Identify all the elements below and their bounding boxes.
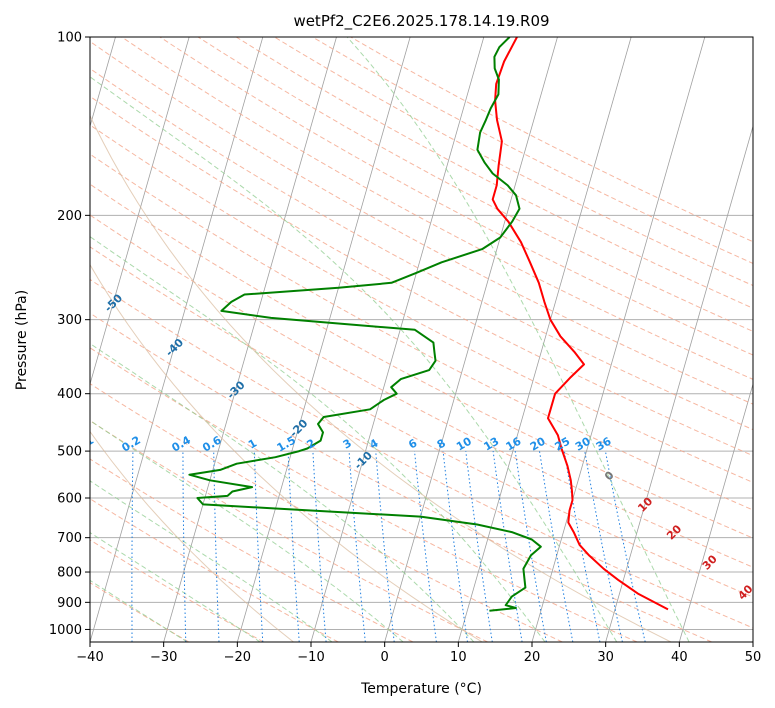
x-tick-label: 20	[524, 650, 541, 665]
y-tick-label: 400	[57, 387, 82, 402]
isotherm-line	[163, 37, 337, 642]
dry-adiabat-line	[312, 37, 753, 264]
chart-title: wetPf2_C2E6.2025.178.14.19.R09	[293, 12, 549, 31]
isotherm-line	[310, 37, 485, 642]
mixing-ratio-line	[539, 451, 574, 642]
moist-adiabat-line	[90, 236, 546, 642]
mixing-ratio-line	[82, 451, 86, 642]
moist-adiabat-line	[90, 419, 404, 642]
x-tick-label: −20	[224, 650, 251, 665]
dry-adiabat-line	[90, 214, 753, 568]
plot-area	[90, 37, 753, 642]
isotherm-line	[752, 640, 753, 642]
y-tick-label: 900	[57, 596, 82, 611]
mixing-ratio-line	[442, 451, 468, 642]
dry-adiabat-line	[274, 37, 753, 287]
moist-adiabat-line	[90, 342, 475, 642]
dry-adiabat-line	[90, 383, 563, 642]
guide-curve-line	[90, 263, 483, 642]
moist-adiabat-line	[90, 480, 333, 642]
isotherm-line	[90, 37, 264, 642]
dry-adiabat-line	[90, 458, 414, 642]
isotherm-line	[678, 382, 753, 642]
y-tick-label: 1000	[49, 623, 82, 638]
y-tick-label: 600	[57, 492, 82, 507]
isotherm-line	[384, 37, 558, 642]
temperature-trace	[491, 37, 669, 611]
x-tick-label: 0	[381, 650, 389, 665]
y-tick-label: 200	[57, 209, 82, 224]
x-tick-label: 10	[450, 650, 467, 665]
y-tick-label: 100	[57, 31, 82, 46]
dry-adiabat-line	[90, 124, 753, 483]
x-tick-label: 40	[671, 650, 688, 665]
mixing-ratio-label: 0.1	[73, 434, 96, 455]
x-axis-label: Temperature (°C)	[360, 681, 482, 697]
dry-adiabat-line	[90, 67, 753, 431]
y-tick-label: 800	[57, 566, 82, 581]
y-tick-label: 700	[57, 531, 82, 546]
x-tick-label: −40	[76, 650, 103, 665]
dewpoint-trace	[188, 37, 542, 612]
isotherm-line	[605, 124, 753, 642]
isotherm-line	[457, 37, 632, 642]
dry-adiabat-line	[121, 37, 753, 380]
mixing-ratio-line	[514, 451, 547, 642]
dry-adiabat-line	[90, 183, 753, 539]
mixing-ratio-line	[465, 451, 493, 642]
y-tick-label: 500	[57, 445, 82, 460]
background-lines	[82, 37, 753, 642]
data-traces	[188, 37, 669, 612]
guide-curve-line	[90, 430, 294, 642]
x-tick-label: −30	[150, 650, 177, 665]
guide-curve-line	[90, 114, 672, 642]
moist-adiabat-line	[346, 37, 690, 642]
y-axis-label: Pressure (hPa)	[14, 290, 30, 390]
dry-adiabat-line	[90, 312, 712, 642]
mixing-ratio-line	[414, 451, 437, 642]
dry-adiabat-line	[197, 37, 753, 332]
isotherm-line	[531, 37, 706, 642]
isotherm-label: -70	[0, 187, 8, 210]
mixing-ratio-line	[604, 451, 646, 642]
mixing-ratio-line	[584, 451, 623, 642]
x-tick-label: −10	[297, 650, 324, 665]
isotherm-line	[90, 37, 190, 386]
x-tick-label: 50	[745, 650, 762, 665]
x-tick-label: 30	[597, 650, 614, 665]
axes: −40 −30 −20 −10 0 10 20 30 40 50 1000 900 800 700 600 5…	[49, 31, 761, 666]
mixing-ratio-line	[492, 451, 523, 642]
isotherm-line	[236, 37, 411, 642]
dry-adiabat-line	[159, 37, 753, 356]
isotherm-label: -60	[43, 241, 66, 264]
plot-frame	[89, 36, 754, 643]
dry-adiabat-line	[90, 347, 638, 642]
y-tick-label: 300	[57, 313, 82, 328]
dry-adiabat-line	[90, 278, 753, 629]
